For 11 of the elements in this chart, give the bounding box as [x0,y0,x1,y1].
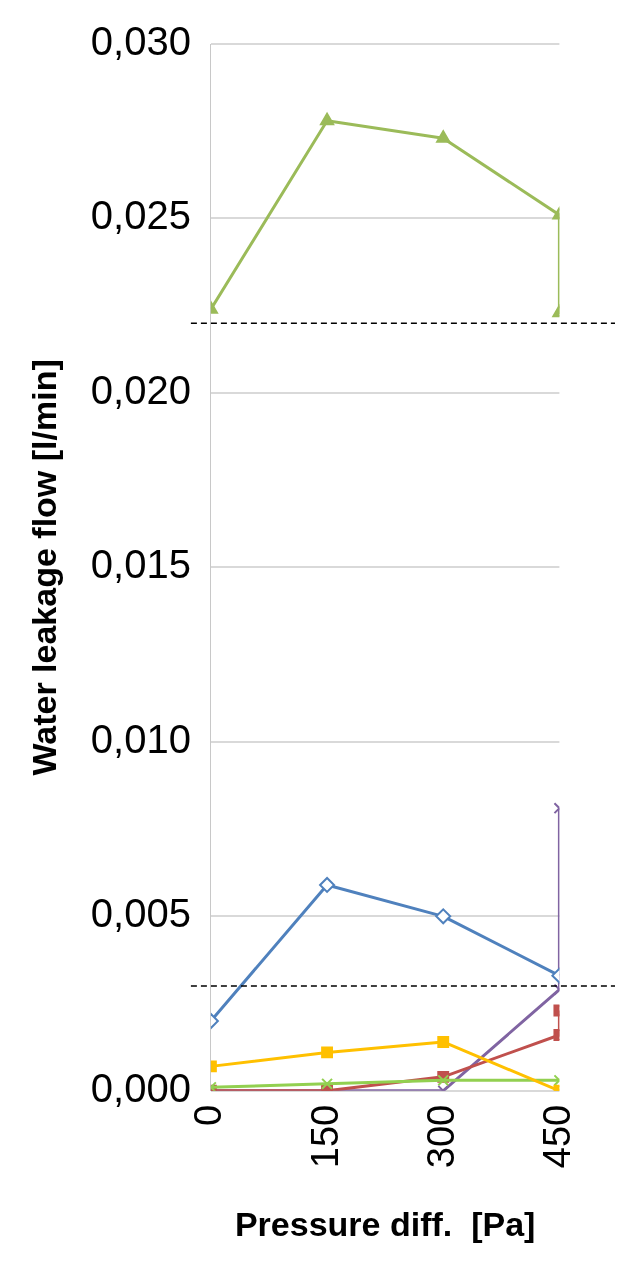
y-tick-label: 0,005 [90,891,191,936]
y-tick-label: 0,030 [90,19,191,64]
y-tick-label: 0,020 [90,367,191,412]
y-axis-title: Water leakage flow [l/min] [24,359,63,776]
x-tick-label: 450 [535,1104,578,1169]
x-tick-label: 300 [419,1104,462,1169]
y-tick-label: 0,010 [90,716,191,761]
y-tick-label: 0,015 [90,542,191,587]
x-axis-title: Pressure diff. [Pa] [234,1204,536,1243]
x-tick-label: 150 [303,1104,346,1169]
y-tick-label: 0,025 [90,193,191,238]
